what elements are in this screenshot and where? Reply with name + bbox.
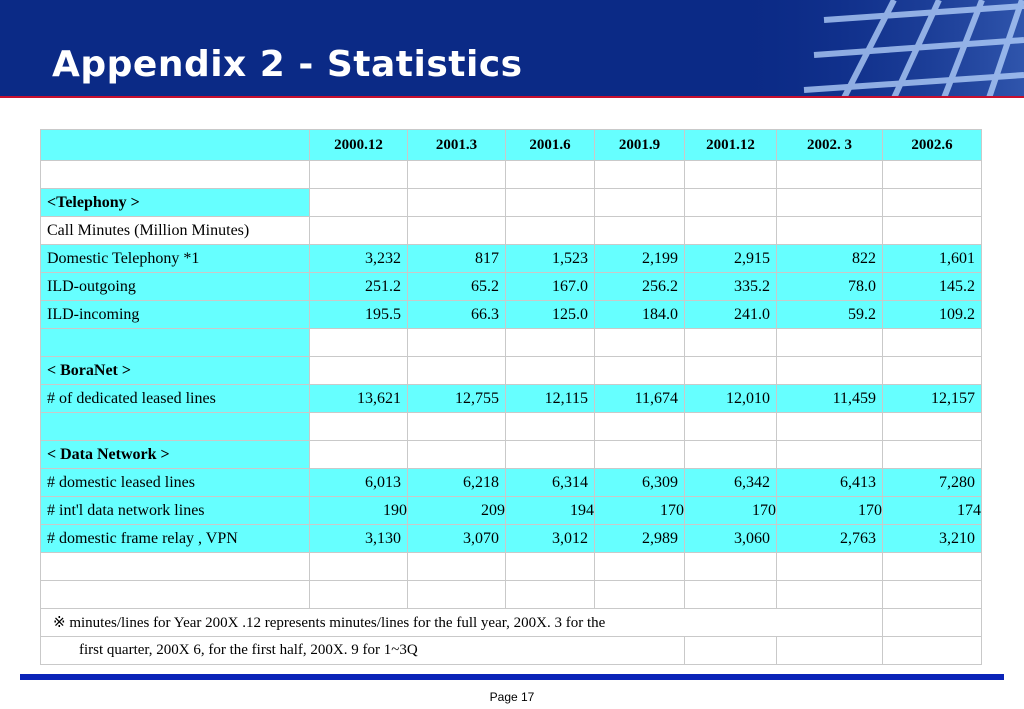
cell-value: 822 xyxy=(776,244,883,273)
section-title: < BoraNet > xyxy=(40,356,310,385)
cell-value: 6,413 xyxy=(776,468,883,497)
cell-value: 11,459 xyxy=(776,384,883,413)
cell-value: 190 xyxy=(309,496,408,525)
spacer-row xyxy=(40,552,982,581)
spacer-row xyxy=(40,412,982,441)
section-title: <Telephony > xyxy=(40,188,310,217)
cell-value: 2,915 xyxy=(684,244,777,273)
cell-value: 66.3 xyxy=(407,300,506,329)
cell-value: 12,755 xyxy=(407,384,506,413)
spacer-row xyxy=(40,328,982,357)
spacer-row xyxy=(40,160,982,189)
cell-value: 170 xyxy=(776,496,883,525)
cell-value: 184.0 xyxy=(594,300,685,329)
table-row: # int'l data network lines 190 209 194 1… xyxy=(40,496,982,525)
table-row: ILD-incoming 195.5 66.3 125.0 184.0 241.… xyxy=(40,300,982,329)
cell-value: 817 xyxy=(407,244,506,273)
row-label: # domestic frame relay , VPN xyxy=(40,524,310,553)
unit-row: Call Minutes (Million Minutes) xyxy=(40,216,982,245)
table-row: Domestic Telephony *1 3,232 817 1,523 2,… xyxy=(40,244,982,273)
column-header: 2002. 3 xyxy=(776,129,883,161)
cell-value: 1,523 xyxy=(505,244,595,273)
cell-value: 170 xyxy=(684,496,777,525)
section-row-data-network: < Data Network > xyxy=(40,440,982,469)
column-header: 2000.12 xyxy=(309,129,408,161)
cell-value: 12,115 xyxy=(505,384,595,413)
column-header: 2001.12 xyxy=(684,129,777,161)
statistics-table: 2000.12 2001.3 2001.6 2001.9 2001.12 200… xyxy=(40,129,982,665)
row-label: ILD-outgoing xyxy=(40,272,310,301)
cell-value: 65.2 xyxy=(407,272,506,301)
table-row: ILD-outgoing 251.2 65.2 167.0 256.2 335.… xyxy=(40,272,982,301)
cell-value: 6,218 xyxy=(407,468,506,497)
header-row: 2000.12 2001.3 2001.6 2001.9 2001.12 200… xyxy=(40,129,982,161)
cell-value: 174 xyxy=(882,496,982,525)
cell-value: 2,989 xyxy=(594,524,685,553)
section-row-boranet: < BoraNet > xyxy=(40,356,982,385)
section-title: < Data Network > xyxy=(40,440,310,469)
cell-value: 6,314 xyxy=(505,468,595,497)
column-header: 2001.3 xyxy=(407,129,506,161)
cell-value: 251.2 xyxy=(309,272,408,301)
cell-value: 2,763 xyxy=(776,524,883,553)
cell-value: 3,130 xyxy=(309,524,408,553)
cell-value: 241.0 xyxy=(684,300,777,329)
page-number: Page 17 xyxy=(489,690,535,704)
column-header: 2002.6 xyxy=(882,129,982,161)
cell-value: 209 xyxy=(407,496,506,525)
slide-title: Appendix 2 - Statistics xyxy=(52,44,523,85)
row-label: # int'l data network lines xyxy=(40,496,310,525)
cell-value: 3,232 xyxy=(309,244,408,273)
cell-value: 6,309 xyxy=(594,468,685,497)
title-banner xyxy=(0,0,1024,98)
cell-value: 170 xyxy=(594,496,685,525)
row-label: ILD-incoming xyxy=(40,300,310,329)
cell-value: 13,621 xyxy=(309,384,408,413)
note-row: ※ minutes/lines for Year 200X .12 repres… xyxy=(40,608,982,637)
row-label: Domestic Telephony *1 xyxy=(40,244,310,273)
cell-value: 125.0 xyxy=(505,300,595,329)
table-row: # domestic leased lines 6,013 6,218 6,31… xyxy=(40,468,982,497)
cell-value: 78.0 xyxy=(776,272,883,301)
cell-value: 6,013 xyxy=(309,468,408,497)
cell-value: 7,280 xyxy=(882,468,982,497)
cell-value: 145.2 xyxy=(882,272,982,301)
cell-value: 3,210 xyxy=(882,524,982,553)
cell-value: 256.2 xyxy=(594,272,685,301)
table-row: # of dedicated leased lines 13,621 12,75… xyxy=(40,384,982,413)
cell-value: 6,342 xyxy=(684,468,777,497)
footnote-line-2: first quarter, 200X 6, for the first hal… xyxy=(40,636,685,665)
spacer-row xyxy=(40,580,982,609)
cell-value: 335.2 xyxy=(684,272,777,301)
cell-value: 3,012 xyxy=(505,524,595,553)
cell-value: 109.2 xyxy=(882,300,982,329)
cell-value: 194 xyxy=(505,496,595,525)
header-corner xyxy=(40,129,310,161)
note-row: first quarter, 200X 6, for the first hal… xyxy=(40,636,982,665)
cell-value: 167.0 xyxy=(505,272,595,301)
row-label: # of dedicated leased lines xyxy=(40,384,310,413)
accent-line xyxy=(0,96,1024,98)
cell-value: 3,060 xyxy=(684,524,777,553)
column-header: 2001.9 xyxy=(594,129,685,161)
footnote-line-1: ※ minutes/lines for Year 200X .12 repres… xyxy=(40,608,883,637)
cell-value: 2,199 xyxy=(594,244,685,273)
cell-value: 12,010 xyxy=(684,384,777,413)
cell-value: 195.5 xyxy=(309,300,408,329)
table-row: # domestic frame relay , VPN 3,130 3,070… xyxy=(40,524,982,553)
column-header: 2001.6 xyxy=(505,129,595,161)
row-label: # domestic leased lines xyxy=(40,468,310,497)
decorative-grid-graphic xyxy=(724,0,1024,98)
cell-value: 11,674 xyxy=(594,384,685,413)
cell-value: 12,157 xyxy=(882,384,982,413)
cell-value: 1,601 xyxy=(882,244,982,273)
cell-value: 3,070 xyxy=(407,524,506,553)
cell-value: 59.2 xyxy=(776,300,883,329)
unit-label: Call Minutes (Million Minutes) xyxy=(40,216,310,245)
section-row-telephony: <Telephony > xyxy=(40,188,982,217)
footer-bar xyxy=(20,674,1004,680)
